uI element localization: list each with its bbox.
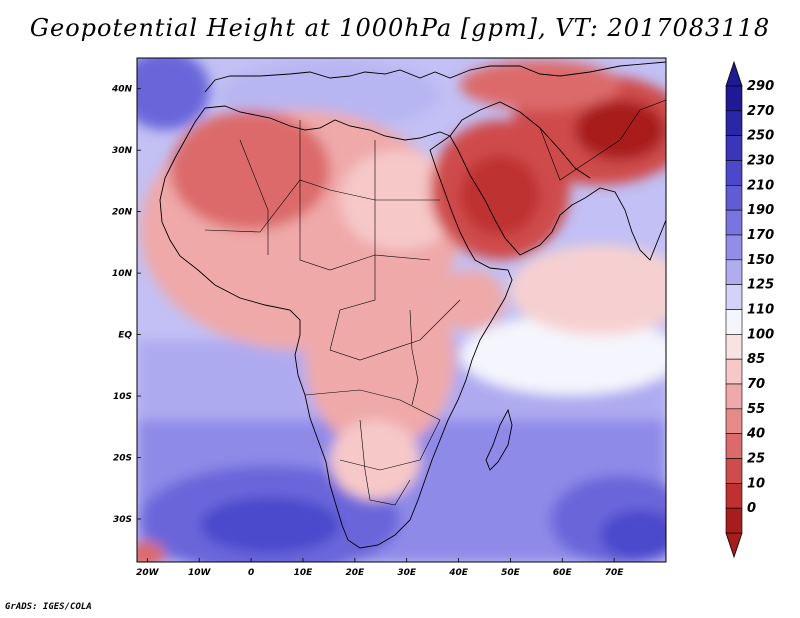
colorbar-label: 100 (747, 327, 774, 342)
coastlines (159, 61, 666, 549)
field-southern-africa (330, 420, 420, 500)
field-central-africa (305, 270, 455, 450)
field-sw-corner (137, 541, 165, 562)
colorbar-swatch (725, 160, 743, 186)
colorbar-swatch (725, 383, 743, 410)
colorbar-label: 85 (747, 352, 765, 367)
x-tick-label: 70E (605, 568, 625, 578)
colorbar-swatch (725, 309, 743, 335)
field-indus-low (575, 100, 665, 160)
border-sahel-2 (299, 120, 431, 271)
colorbar-label: 150 (747, 253, 774, 268)
x-tick-label: 20E (345, 568, 365, 578)
map-frame (136, 57, 667, 563)
chart-title: Geopotential Height at 1000hPa [gpm], VT… (29, 14, 771, 42)
border-sahel-1 (204, 179, 440, 233)
colorbar-swatch (725, 185, 743, 211)
country-borders (204, 99, 666, 506)
colorbar-swatch (725, 433, 743, 459)
height-field (137, 58, 666, 562)
x-tick-label: 10W (188, 568, 212, 578)
border-asia (539, 99, 666, 181)
colorbar-label: 40 (746, 427, 765, 442)
colorbar-label: 110 (747, 303, 774, 318)
x-tick-label: 0 (248, 568, 254, 578)
y-tick-label: 20S (113, 454, 132, 464)
colorbar-swatch (725, 334, 743, 360)
field-nw-atlantic-blue (137, 58, 210, 130)
colorbar-swatch (725, 408, 743, 434)
colorbar-swatch (725, 259, 743, 285)
field-indian-ocean-white (460, 315, 666, 395)
x-tick-label: 50E (501, 568, 521, 578)
colorbar-label: 25 (747, 452, 765, 467)
y-tick-label: EQ (118, 331, 132, 341)
border-mali (239, 139, 269, 255)
coast-arabia-india (449, 135, 666, 261)
field-sahara-west (170, 110, 330, 230)
y-tick-label: 10S (113, 392, 132, 402)
field-horn-of-africa (435, 270, 505, 330)
colorbar-swatch (725, 458, 743, 484)
colorbar: 2902702502302101901701501251101008570554… (725, 60, 774, 559)
colorbar-label: 250 (747, 129, 774, 144)
border-southern-2 (359, 419, 411, 506)
field-caspian (460, 60, 620, 110)
coast-mediterranean-north (204, 61, 666, 93)
border-southern-1 (304, 389, 441, 471)
x-tick-label: 10E (294, 568, 314, 578)
coast-madagascar (485, 408, 513, 471)
colorbar-label: 290 (747, 79, 774, 94)
y-tick-label: 30N (112, 146, 133, 156)
colorbar-label: 0 (747, 501, 756, 516)
coast-persian-gulf (449, 101, 591, 179)
colorbar-swatch (725, 284, 743, 310)
field-arabian-sea-pink (510, 245, 666, 335)
colorbar-swatch (725, 85, 743, 112)
y-tick-label: 20N (112, 208, 133, 218)
colorbar-top-arrow (725, 60, 743, 87)
colorbar-label: 70 (747, 377, 765, 392)
field-sw-indian-high-2 (600, 510, 666, 560)
x-tick-label: 30E (397, 568, 417, 578)
colorbar-swatch (725, 135, 743, 161)
colorbar-swatch (725, 507, 743, 534)
border-central-1 (329, 140, 461, 361)
colorbar-label: 190 (747, 203, 774, 218)
coast-north-africa (204, 105, 451, 141)
field-south-atlantic-high-2 (200, 497, 340, 553)
y-tick-label: 40N (111, 85, 133, 95)
colorbar-swatch (725, 483, 743, 509)
x-tick-label: 40E (448, 568, 469, 578)
field-arabia-core (460, 155, 540, 235)
colorbar-label: 230 (747, 154, 774, 169)
x-tick-label: 60E (553, 568, 573, 578)
colorbar-label: 10 (747, 476, 765, 491)
colorbar-swatch (725, 234, 743, 261)
colorbar-swatch (725, 358, 743, 385)
colorbar-label: 125 (747, 278, 774, 293)
colorbar-label: 270 (747, 104, 774, 119)
colorbar-label: 170 (747, 228, 774, 243)
coast-africa-outline (159, 107, 513, 549)
colorbar-swatch (725, 110, 743, 136)
colorbar-bottom-arrow (725, 532, 743, 559)
colorbar-swatch (725, 209, 743, 236)
colorbar-label: 55 (747, 402, 765, 417)
footer-credit: GrADS: IGES/COLA (5, 602, 92, 612)
border-great-lakes (409, 309, 419, 406)
y-tick-label: 30S (113, 515, 132, 525)
colorbar-label: 210 (747, 178, 774, 193)
x-tick-label: 20W (136, 568, 160, 578)
y-axis-ticks: 40N 30N 20N 10N EQ 10S 20S 30S (111, 85, 141, 525)
x-axis-ticks: 20W 10W 0 10E 20E 30E 40E 50E 60E 70E (136, 558, 624, 578)
y-tick-label: 10N (112, 269, 133, 279)
